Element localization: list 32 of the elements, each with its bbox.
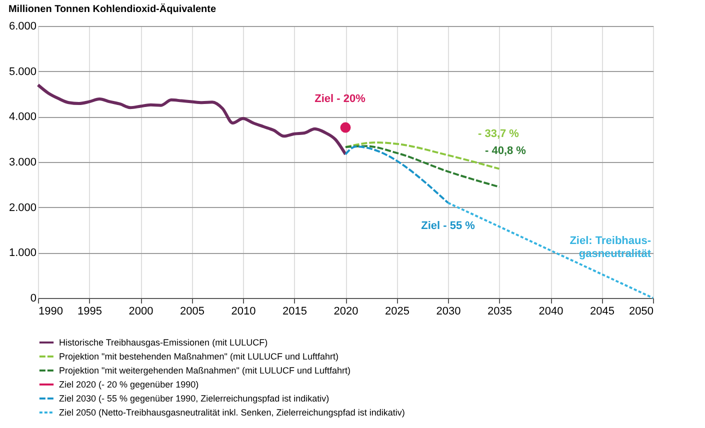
y-tick-label: 6.000 [8, 20, 36, 32]
y-tick-label: 3.000 [8, 156, 36, 168]
x-tick-label: 2010 [231, 306, 256, 318]
y-tick-label: 1.000 [8, 247, 36, 260]
x-tick-label: 2035 [488, 306, 512, 318]
y-tick-label: 2.000 [8, 202, 36, 214]
y-tick-label: 4.000 [8, 111, 36, 124]
legend-label: Projektion "mit weitergehenden Maßnahmen" (mit LULUCF und Luftfahrt) [59, 366, 351, 376]
x-tick-label: 2045 [590, 306, 614, 318]
x-tick-label: 1990 [38, 306, 63, 318]
annotation: Ziel - 20% [314, 93, 366, 105]
annotation: Ziel - 55 % [421, 220, 476, 232]
x-tick-label: 2000 [128, 306, 154, 318]
legend-label: Ziel 2050 (Netto-Treibhausgasneutralität inkl. Senken, Zielerreichungspfad ist indikativ) [59, 408, 405, 418]
annotation: Ziel: Treibhaus- gasneutralität [570, 235, 652, 260]
y-tick-label: 0 [30, 292, 36, 304]
legend-label: Historische Treibhausgas-Emissionen (mit LULUCF) [59, 338, 268, 348]
x-tick-label: 1995 [78, 306, 102, 318]
x-tick-label: 2025 [385, 306, 410, 318]
x-tick-label: 2005 [180, 306, 204, 318]
legend-label: Ziel 2020 (- 20 % gegenüber 1990) [59, 380, 199, 390]
x-tick-label: 2030 [436, 306, 461, 318]
annotation: - 33,7 % [478, 128, 520, 140]
x-tick-label: 2015 [282, 306, 307, 318]
y-axis-title: Millionen Tonnen Kohlendioxid-Äquivalente [8, 3, 216, 15]
x-tick-label: 2050 [629, 306, 654, 318]
legend-label: Projektion "mit bestehenden Maßnahmen" (mit LULUCF und Luftfahrt) [59, 352, 339, 362]
x-tick-label: 2020 [334, 306, 358, 318]
legend-label: Ziel 2030 (- 55 % gegenüber 1990, Zielerreichungspfad ist indikativ) [59, 394, 330, 404]
y-tick-label: 5.000 [8, 66, 36, 78]
x-tick-label: 2040 [538, 306, 564, 318]
annotation: - 40,8 % [485, 145, 526, 157]
